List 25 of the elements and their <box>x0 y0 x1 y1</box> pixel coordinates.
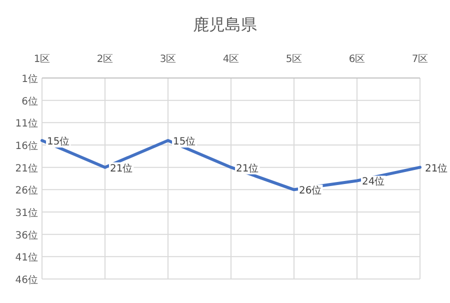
y-tick-label: 1位 <box>22 73 38 85</box>
chart-title: 鹿児島県 <box>193 15 257 34</box>
data-label: 24位 <box>362 176 385 188</box>
x-tick-label: 4区 <box>222 54 240 65</box>
data-label: 15位 <box>47 136 70 148</box>
y-tick-label: 36位 <box>15 229 38 242</box>
y-tick-label: 11位 <box>15 118 38 130</box>
data-label: 21位 <box>236 162 259 174</box>
data-label: 15位 <box>173 136 196 148</box>
y-tick-label: 21位 <box>15 162 38 174</box>
y-tick-label: 31位 <box>15 207 38 219</box>
data-label: 21位 <box>110 162 133 174</box>
x-tick-label: 5区 <box>286 54 302 65</box>
data-label: 26位 <box>299 184 322 197</box>
y-tick-label: 26位 <box>15 184 38 197</box>
data-label: 21位 <box>425 162 448 174</box>
y-tick-label: 6位 <box>22 95 38 108</box>
x-tick-label: 2区 <box>96 54 114 65</box>
x-tick-label: 7区 <box>412 54 428 65</box>
x-tick-label: 1区 <box>34 54 50 65</box>
y-tick-label: 41位 <box>15 252 38 264</box>
y-tick-label: 16位 <box>15 140 38 152</box>
x-tick-label: 3区 <box>160 54 176 65</box>
x-tick-label: 6区 <box>348 54 366 65</box>
y-tick-label: 46位 <box>15 274 38 286</box>
